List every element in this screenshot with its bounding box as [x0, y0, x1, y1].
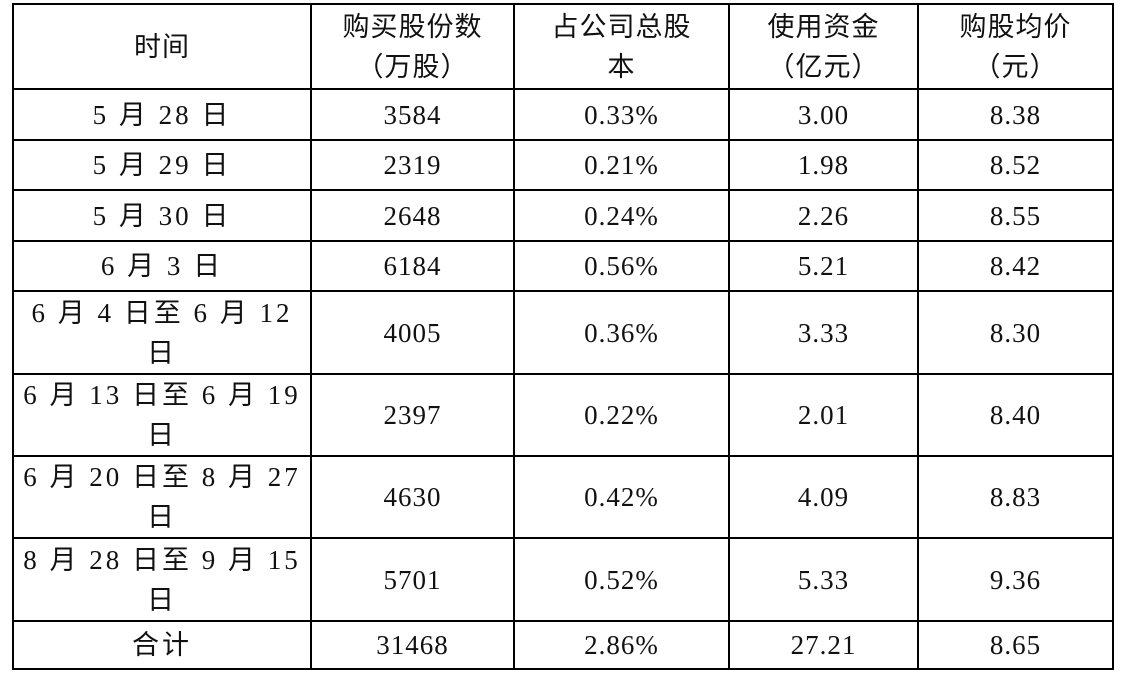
header-text: （亿元）	[767, 51, 880, 82]
value-cell: 9.36	[917, 537, 1114, 622]
header-row: 时间 购买股份数 （万股） 占公司总股本 使用资金 （亿元） 购股均价 （元）	[12, 3, 1114, 90]
table-row: 5 月 28 日 3584 0.33% 3.00 8.38	[12, 88, 1114, 141]
table-row: 6 月 13 日至 6 月 19 日 2397 0.22% 2.01 8.40	[12, 373, 1114, 457]
table-row: 6 月 4 日至 6 月 12 日 4005 0.36% 3.33 8.30	[12, 290, 1114, 375]
value-cell: 2319	[310, 139, 515, 191]
value-cell: 4.09	[728, 455, 919, 539]
value-cell: 4630	[310, 455, 515, 539]
table-row: 5 月 30 日 2648 0.24% 2.26 8.55	[12, 189, 1114, 242]
value-cell: 5.33	[728, 537, 919, 622]
header-text: 占公司总股	[551, 11, 692, 42]
data-table: 时间 购买股份数 （万股） 占公司总股本 使用资金 （亿元） 购股均价 （元） 5 月 28 …	[12, 3, 1114, 670]
value-cell: 0.36%	[513, 290, 730, 375]
value-cell: 0.42%	[513, 455, 730, 539]
value-cell: 2.86%	[513, 620, 730, 670]
value-cell: 8.55	[917, 189, 1114, 242]
date-cell: 5 月 28 日	[12, 88, 312, 141]
value-cell: 0.22%	[513, 373, 730, 457]
value-cell: 0.33%	[513, 88, 730, 141]
value-cell: 0.56%	[513, 240, 730, 292]
value-cell: 2397	[310, 373, 515, 457]
value-cell: 1.98	[728, 139, 919, 191]
header-cell: 使用资金 （亿元）	[728, 3, 919, 90]
date-cell: 6 月 20 日至 8 月 27 日	[12, 455, 312, 539]
value-cell: 0.24%	[513, 189, 730, 242]
value-cell: 6184	[310, 240, 515, 292]
value-cell: 8.52	[917, 139, 1114, 191]
value-cell: 31468	[310, 620, 515, 670]
table-row: 合计 31468 2.86% 27.21 8.65	[12, 620, 1114, 670]
date-cell: 6 月 13 日至 6 月 19 日	[12, 373, 312, 457]
value-cell: 2.26	[728, 189, 919, 242]
table-row: 6 月 20 日至 8 月 27 日 4630 0.42% 4.09 8.83	[12, 455, 1114, 539]
date-cell: 合计	[12, 620, 312, 670]
table-row: 5 月 29 日 2319 0.21% 1.98 8.52	[12, 139, 1114, 191]
value-cell: 4005	[310, 290, 515, 375]
value-cell: 3584	[310, 88, 515, 141]
date-cell: 8 月 28 日至 9 月 15 日	[12, 537, 312, 622]
value-cell: 27.21	[728, 620, 919, 670]
value-cell: 2648	[310, 189, 515, 242]
date-cell: 5 月 29 日	[12, 139, 312, 191]
header-cell: 时间	[12, 3, 312, 90]
value-cell: 2.01	[728, 373, 919, 457]
header-cell: 购买股份数 （万股）	[310, 3, 515, 90]
value-cell: 8.65	[917, 620, 1114, 670]
header-cell: 购股均价 （元）	[917, 3, 1114, 90]
value-cell: 8.30	[917, 290, 1114, 375]
header-text: （元）	[973, 51, 1058, 82]
value-cell: 8.42	[917, 240, 1114, 292]
value-cell: 3.33	[728, 290, 919, 375]
table-row: 6 月 3 日 6184 0.56% 5.21 8.42	[12, 240, 1114, 292]
date-cell: 6 月 4 日至 6 月 12 日	[12, 290, 312, 375]
value-cell: 8.83	[917, 455, 1114, 539]
header-text: 时间	[134, 31, 190, 62]
value-cell: 3.00	[728, 88, 919, 141]
header-text: 本	[607, 51, 636, 82]
header-cell: 占公司总股本	[513, 3, 730, 90]
value-cell: 0.21%	[513, 139, 730, 191]
header-text: （万股）	[356, 51, 469, 82]
header-text: 使用资金	[767, 11, 880, 42]
date-cell: 5 月 30 日	[12, 189, 312, 242]
table-row: 8 月 28 日至 9 月 15 日 5701 0.52% 5.33 9.36	[12, 537, 1114, 622]
value-cell: 8.38	[917, 88, 1114, 141]
value-cell: 5701	[310, 537, 515, 622]
value-cell: 8.40	[917, 373, 1114, 457]
header-text: 购买股份数	[342, 11, 483, 42]
value-cell: 5.21	[728, 240, 919, 292]
header-text: 购股均价	[959, 11, 1072, 42]
date-cell: 6 月 3 日	[12, 240, 312, 292]
value-cell: 0.52%	[513, 537, 730, 622]
